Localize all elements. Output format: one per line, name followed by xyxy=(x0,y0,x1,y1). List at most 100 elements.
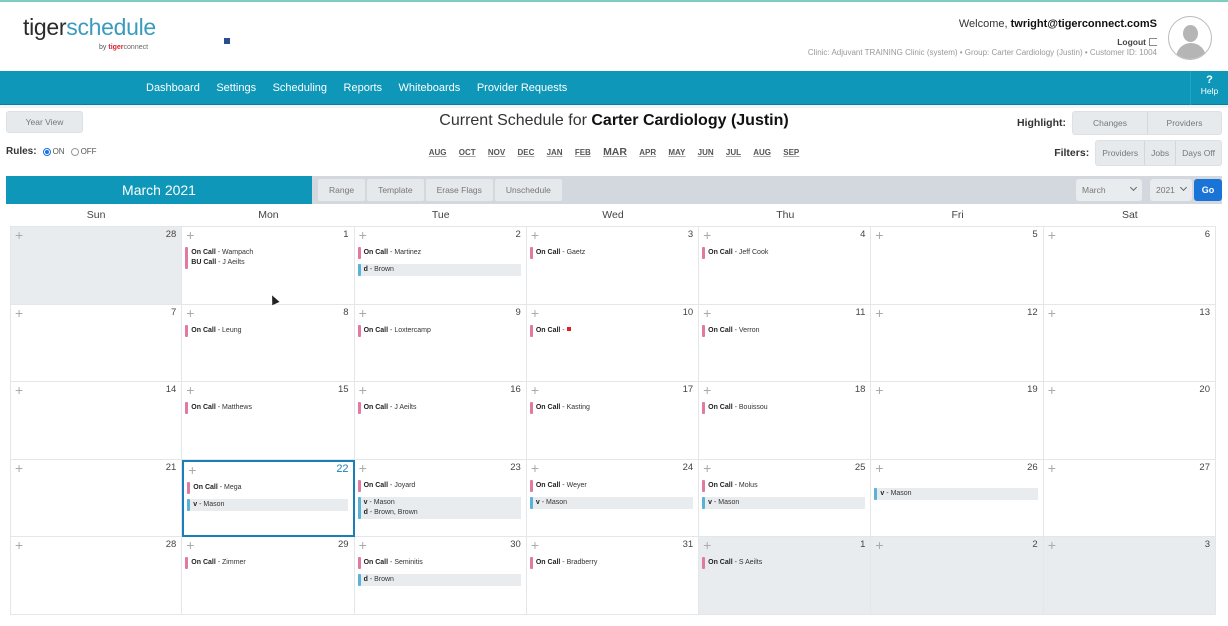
month-link[interactable]: NOV xyxy=(487,148,506,157)
add-shift-plus-icon[interactable]: + xyxy=(186,382,195,398)
calendar-day[interactable]: +12 xyxy=(871,304,1044,382)
nav-settings[interactable]: Settings xyxy=(216,82,257,94)
calendar-day[interactable]: +17 On Call - Kasting xyxy=(526,382,700,460)
calendar-day[interactable]: +27 xyxy=(1043,459,1216,537)
tigerschedule-logo[interactable]: tigerschedule by tigerconnect xyxy=(23,14,230,51)
add-shift-plus-icon[interactable]: + xyxy=(186,304,195,321)
calendar-day[interactable]: +2 xyxy=(871,537,1044,615)
month-link[interactable]: JAN xyxy=(546,148,563,157)
add-shift-plus-icon[interactable]: + xyxy=(15,304,24,321)
add-shift-plus-icon[interactable]: + xyxy=(703,227,712,243)
add-shift-plus-icon[interactable]: + xyxy=(875,382,884,398)
month-link[interactable]: JUL xyxy=(725,148,741,157)
calendar-day[interactable]: +31 On Call - Bradberry xyxy=(526,537,700,615)
day-off-assignment[interactable]: v - Mason d - Brown, Brown xyxy=(357,496,521,519)
go-button[interactable]: Go xyxy=(1194,179,1222,201)
add-shift-plus-icon[interactable]: + xyxy=(875,227,884,243)
filter-jobs-button[interactable]: Jobs xyxy=(1144,141,1175,165)
on-call-assignment[interactable]: On Call - Weyer xyxy=(529,479,693,492)
day-off-assignment[interactable]: v - Mason xyxy=(874,487,1038,500)
nav-whiteboards[interactable]: Whiteboards xyxy=(398,82,461,94)
highlight-providers-button[interactable]: Providers xyxy=(1147,112,1221,134)
on-call-assignment[interactable]: On Call - Loxtercamp xyxy=(357,324,521,337)
add-shift-plus-icon[interactable]: + xyxy=(188,461,197,478)
on-call-assignment[interactable]: On Call - Seminitis xyxy=(357,557,521,569)
add-shift-plus-icon[interactable]: + xyxy=(1047,537,1056,553)
calendar-day[interactable]: +25 On Call - Molus v - Mason xyxy=(699,459,872,537)
on-call-assignment[interactable]: On Call - Bouissou xyxy=(702,402,865,414)
template-button[interactable]: Template xyxy=(367,179,424,201)
logout-link[interactable]: Logout xyxy=(808,37,1157,47)
on-call-assignment[interactable]: On Call - Molus xyxy=(702,479,865,492)
calendar-day[interactable]: +3 On Call - Gaetz xyxy=(526,227,700,305)
calendar-day[interactable]: +1 On Call - Wampach BU Call - J Aeilts xyxy=(182,227,355,305)
on-call-assignment[interactable]: On Call - J Aeilts xyxy=(357,402,521,414)
range-button[interactable]: Range xyxy=(318,179,366,201)
add-shift-plus-icon[interactable]: + xyxy=(186,537,195,553)
calendar-day[interactable]: +1 On Call - S Aeilts xyxy=(699,537,872,615)
calendar-day[interactable]: +14 xyxy=(10,382,183,460)
add-shift-plus-icon[interactable]: + xyxy=(875,537,884,553)
calendar-day[interactable]: +2 On Call - Martinez d - Brown xyxy=(354,227,527,305)
calendar-day[interactable]: +10 On Call - xyxy=(526,304,700,382)
day-off-assignment[interactable]: d - Brown xyxy=(357,264,521,276)
on-call-assignment[interactable]: On Call - Joyard xyxy=(357,479,521,492)
rules-on-radio[interactable] xyxy=(42,147,51,156)
month-select[interactable]: March xyxy=(1076,179,1142,201)
calendar-day[interactable]: +7 xyxy=(10,304,183,382)
month-link[interactable]: AUG xyxy=(428,148,447,157)
calendar-day[interactable]: +28 xyxy=(10,537,183,615)
calendar-day[interactable]: +13 xyxy=(1043,304,1216,382)
calendar-day[interactable]: +20 xyxy=(1043,382,1216,460)
nav-provider-requests[interactable]: Provider Requests xyxy=(476,82,568,94)
add-shift-plus-icon[interactable]: + xyxy=(1047,227,1056,243)
add-shift-plus-icon[interactable]: + xyxy=(358,537,367,553)
month-link-current[interactable]: MAR xyxy=(603,146,627,158)
add-shift-plus-icon[interactable]: + xyxy=(530,459,540,476)
filter-providers-button[interactable]: Providers xyxy=(1102,148,1139,158)
on-call-assignment[interactable]: On Call - Leung xyxy=(185,324,348,337)
year-select[interactable]: 2021 xyxy=(1150,179,1192,201)
calendar-day[interactable]: +8 On Call - Leung xyxy=(182,304,355,382)
calendar-day[interactable]: +11 On Call - Verron xyxy=(699,304,872,382)
calendar-day[interactable]: +26 v - Mason xyxy=(871,459,1044,537)
calendar-day[interactable]: +21 xyxy=(10,459,183,537)
month-link[interactable]: JUN xyxy=(697,148,714,157)
rules-off-radio[interactable] xyxy=(70,147,79,156)
add-shift-plus-icon[interactable]: + xyxy=(358,459,367,476)
on-call-assignment[interactable]: On Call - S Aeilts xyxy=(702,557,865,569)
month-link[interactable]: MAY xyxy=(668,148,686,157)
calendar-day[interactable]: +16 On Call - J Aeilts xyxy=(354,382,527,460)
filter-days-off-button[interactable]: Days Off xyxy=(1175,141,1221,165)
on-call-assignment[interactable]: On Call - Kasting xyxy=(529,402,693,414)
add-shift-plus-icon[interactable]: + xyxy=(530,537,540,553)
add-shift-plus-icon[interactable]: + xyxy=(358,382,367,398)
on-call-assignment[interactable]: On Call - Matthews xyxy=(185,402,348,414)
on-call-assignment[interactable]: On Call - Zimmer xyxy=(185,557,348,569)
calendar-day[interactable]: +5 xyxy=(871,227,1044,305)
on-call-assignment[interactable]: On Call - Mega xyxy=(187,481,347,494)
day-off-assignment[interactable]: d - Brown xyxy=(357,574,521,586)
add-shift-plus-icon[interactable]: + xyxy=(1047,382,1056,398)
unschedule-button[interactable]: Unschedule xyxy=(494,179,562,201)
calendar-day[interactable]: +18 On Call - Bouissou xyxy=(699,382,872,460)
calendar-day[interactable]: +9 On Call - Loxtercamp xyxy=(354,304,527,382)
calendar-day[interactable]: +23 On Call - Joyard v - Mason d - Brown, B… xyxy=(354,459,527,537)
add-shift-plus-icon[interactable]: + xyxy=(186,227,195,243)
add-shift-plus-icon[interactable]: + xyxy=(530,382,540,398)
day-off-assignment[interactable]: v - Mason xyxy=(187,498,348,511)
on-call-assignment[interactable]: On Call - Bradberry xyxy=(529,557,693,569)
add-shift-plus-icon[interactable]: + xyxy=(703,537,712,553)
month-link[interactable]: SEP xyxy=(783,148,800,157)
add-shift-plus-icon[interactable]: + xyxy=(530,227,540,243)
add-shift-plus-icon[interactable]: + xyxy=(358,304,367,321)
month-link[interactable]: OCT xyxy=(458,148,476,157)
add-shift-plus-icon[interactable]: + xyxy=(15,382,24,398)
year-view-button[interactable]: Year View xyxy=(6,111,83,133)
nav-scheduling[interactable]: Scheduling xyxy=(272,82,328,94)
add-shift-plus-icon[interactable]: + xyxy=(15,537,24,553)
add-shift-plus-icon[interactable]: + xyxy=(530,304,540,321)
calendar-day[interactable]: +28 xyxy=(10,227,183,305)
on-call-assignment[interactable]: On Call - Jeff Cook xyxy=(702,247,865,259)
highlight-changes-button[interactable]: Changes xyxy=(1092,118,1128,128)
